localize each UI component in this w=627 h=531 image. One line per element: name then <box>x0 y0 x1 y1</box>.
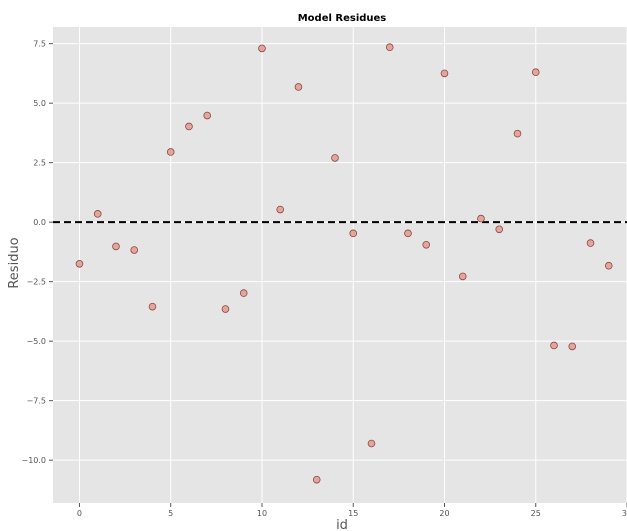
data-point <box>458 272 467 281</box>
x-axis-label: id <box>336 518 348 531</box>
x-tick-label: 30 <box>622 509 627 518</box>
data-points <box>75 43 613 484</box>
data-point <box>531 68 540 77</box>
data-point <box>294 83 303 91</box>
data-point <box>221 305 230 313</box>
data-point <box>148 302 157 311</box>
data-point <box>568 342 577 351</box>
y-tick-label: −5.0 <box>27 337 46 346</box>
x-tick-label: 20 <box>439 509 449 518</box>
data-point <box>331 154 339 162</box>
data-point <box>258 44 266 53</box>
data-point <box>550 341 558 350</box>
y-tick-label: −2.5 <box>27 278 46 287</box>
plot-area <box>53 27 627 503</box>
x-tick-label: 10 <box>257 509 267 518</box>
data-point <box>239 289 248 297</box>
data-point <box>586 239 595 247</box>
data-point <box>112 242 120 251</box>
data-point <box>604 261 613 270</box>
data-point <box>349 229 358 238</box>
data-point <box>185 122 193 131</box>
x-tick-label: 5 <box>168 509 173 518</box>
y-tick-label: −10.0 <box>21 456 46 465</box>
data-point <box>404 229 412 238</box>
data-point <box>75 260 84 268</box>
data-point <box>130 246 139 254</box>
data-point <box>276 205 285 214</box>
y-tick-label: 7.5 <box>33 40 46 49</box>
y-tick-label: −7.5 <box>27 397 46 406</box>
x-tick-label: 15 <box>348 509 358 518</box>
y-tick-label: 0.0 <box>33 218 46 227</box>
data-point <box>440 69 449 78</box>
grid-lines <box>53 27 627 503</box>
data-point <box>367 439 376 448</box>
y-axis-label: Residuo <box>7 237 22 288</box>
data-point <box>93 210 102 218</box>
data-point <box>422 240 431 249</box>
data-point <box>513 129 522 138</box>
y-tick-label: 5.0 <box>33 99 46 108</box>
data-point <box>385 43 394 52</box>
y-tick-label: 2.5 <box>33 159 46 168</box>
x-tick-label: 0 <box>77 509 82 518</box>
x-tick-label: 25 <box>531 509 541 518</box>
data-point <box>495 225 504 234</box>
y-axis-ticks: 7.5 5.0 2.5 0.0 −2.5 −5.0 −7.5 −10.0 <box>21 40 53 465</box>
data-point <box>203 111 212 120</box>
data-point <box>312 475 321 484</box>
x-axis-ticks: 0 5 10 15 20 25 30 <box>77 503 627 518</box>
data-point <box>166 148 175 156</box>
data-point <box>477 214 485 223</box>
chart-title: Model Residues <box>298 13 387 24</box>
